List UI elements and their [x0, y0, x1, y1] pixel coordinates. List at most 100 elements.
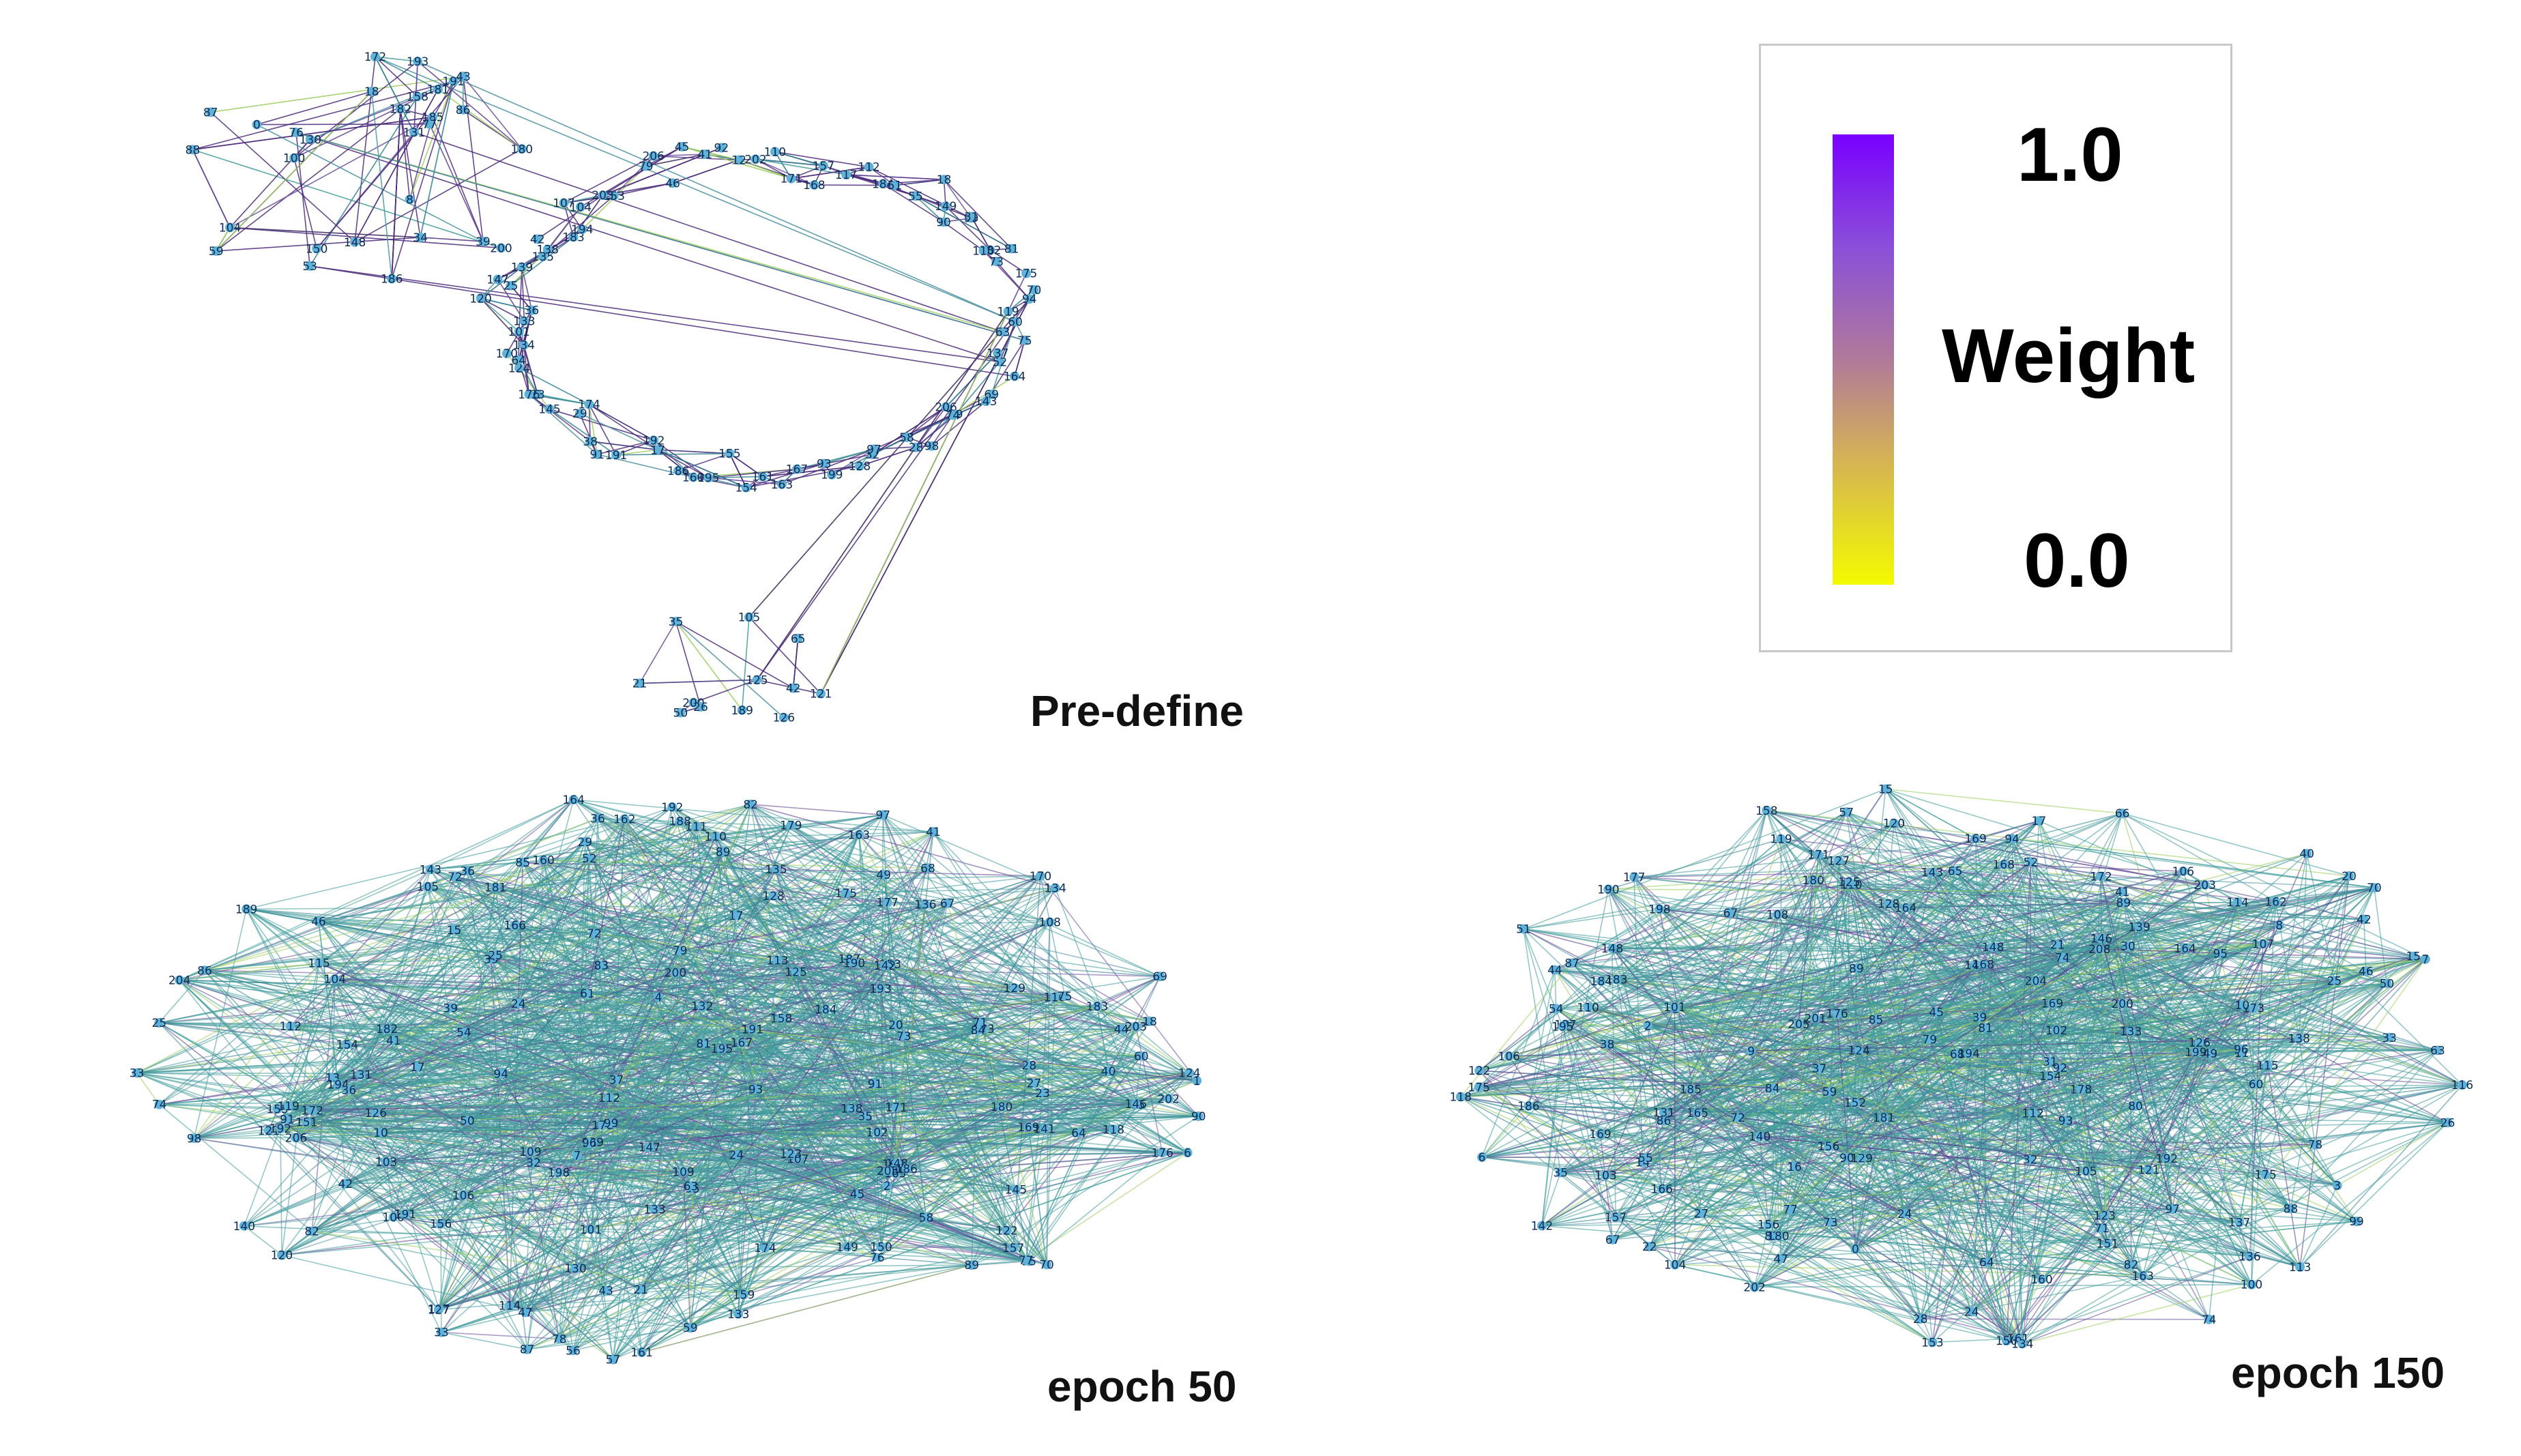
node-label: 75 — [1017, 334, 1032, 348]
node-label: 50 — [2380, 977, 2395, 991]
node-label: 117 — [835, 169, 857, 182]
node-label: 77 — [422, 118, 437, 132]
node-label: 70 — [2367, 882, 2382, 895]
node-label: 47 — [518, 1306, 533, 1320]
node-label: 21 — [632, 678, 647, 691]
node-label: 91 — [589, 448, 604, 462]
node-label: 94 — [1022, 293, 1037, 306]
node-label: 169 — [2041, 998, 2063, 1011]
node-label: 50 — [673, 706, 688, 720]
node-label: 18 — [1142, 1015, 1157, 1029]
graph-node — [841, 169, 851, 179]
node-label: 195 — [697, 471, 719, 485]
node-label: 133 — [513, 315, 535, 328]
node-label: 101 — [580, 1223, 602, 1237]
node-label: 82 — [304, 1225, 319, 1239]
node-label: 165 — [1687, 1107, 1708, 1120]
node-label: 101 — [508, 325, 529, 339]
graph-edge — [955, 361, 1001, 415]
node-label: 8 — [406, 193, 413, 207]
graph-node — [519, 316, 529, 326]
graph-edge — [257, 91, 372, 126]
node-label: 51 — [888, 179, 903, 193]
graph-edge — [943, 179, 1012, 250]
node-label: 162 — [2264, 895, 2286, 909]
node-label: 202 — [1743, 1281, 1765, 1295]
node-label: 120 — [1883, 817, 1905, 831]
graph-node — [948, 410, 958, 420]
graph-node — [584, 399, 594, 409]
node-label: 123 — [780, 1148, 802, 1161]
legend-max-label: 1.0 — [2017, 112, 2123, 197]
node-label: 103 — [1594, 1169, 1616, 1182]
graph-edge — [580, 146, 682, 208]
graph-edge — [375, 56, 439, 90]
graph-edge — [310, 265, 1015, 377]
graph-edge — [916, 413, 957, 448]
node-label: 93 — [2058, 1115, 2073, 1129]
graph-edge — [417, 61, 1016, 323]
panel-title-predefine: Pre-define — [1030, 686, 1244, 736]
node-label: 148 — [1982, 941, 2004, 955]
node-label: 51 — [1516, 923, 1531, 937]
graph-edge — [229, 227, 421, 238]
node-label: 166 — [504, 919, 525, 933]
graph-edge — [791, 165, 824, 179]
node-label: 164 — [2174, 942, 2196, 956]
node-label: 61 — [580, 987, 595, 1001]
node-label: 126 — [365, 1107, 387, 1120]
node-label: 34 — [413, 231, 428, 245]
graph-edge — [748, 616, 821, 695]
node-label: 168 — [803, 179, 825, 192]
node-label: 158 — [407, 90, 428, 104]
graph-edge — [615, 439, 654, 456]
graph-node — [542, 244, 553, 254]
node-label: 107 — [553, 196, 574, 210]
node-label: 31 — [2043, 1055, 2058, 1069]
node-label: 100 — [283, 152, 305, 166]
node-label: 30 — [2121, 940, 2136, 954]
graph-edge — [589, 403, 654, 441]
node-label: 17 — [2032, 815, 2047, 828]
node-label: 204 — [169, 974, 190, 987]
graph-edge — [729, 453, 747, 488]
node-label: 161 — [630, 1346, 652, 1360]
node-label: 58 — [919, 1212, 934, 1225]
node-label: 52 — [993, 355, 1008, 369]
graph-node — [675, 708, 686, 718]
graph-edge — [675, 621, 743, 711]
node-label: 124 — [1848, 1045, 1869, 1058]
graph-edge — [859, 446, 916, 467]
graph-edge — [738, 159, 792, 179]
graph-node — [433, 85, 443, 95]
node-label: 192 — [2156, 1152, 2178, 1166]
graph-node — [291, 128, 302, 138]
node-label: 22 — [1642, 1240, 1657, 1254]
node-label: 175 — [1468, 1081, 1489, 1094]
graph-edge — [409, 117, 433, 200]
node-label: 28 — [1022, 1059, 1037, 1073]
node-label: 17 — [410, 1061, 425, 1075]
node-label: 64 — [1071, 1126, 1086, 1140]
graph-node — [424, 119, 435, 129]
node-label: 111 — [685, 820, 707, 834]
graph-edge — [549, 408, 617, 456]
node-label: 24 — [511, 998, 526, 1011]
graph-edge — [756, 311, 1009, 680]
graph-node — [1006, 244, 1017, 254]
graph-edge — [751, 804, 884, 816]
node-label: 134 — [513, 339, 535, 353]
node-label: 120 — [271, 1249, 293, 1263]
node-label: 101 — [1663, 1001, 1685, 1015]
node-label: 130 — [300, 133, 321, 147]
node-label: 114 — [2226, 896, 2248, 909]
node-label: 153 — [1921, 1336, 1943, 1350]
graph-edge — [906, 401, 987, 438]
graph-node — [786, 173, 796, 184]
node-label: 104 — [219, 222, 241, 235]
node-label: 168 — [1992, 858, 2014, 872]
node-label: 135 — [532, 250, 554, 264]
node-label: 78 — [2307, 1139, 2322, 1152]
node-label: 100 — [2241, 1279, 2262, 1292]
graph-node — [966, 212, 976, 222]
